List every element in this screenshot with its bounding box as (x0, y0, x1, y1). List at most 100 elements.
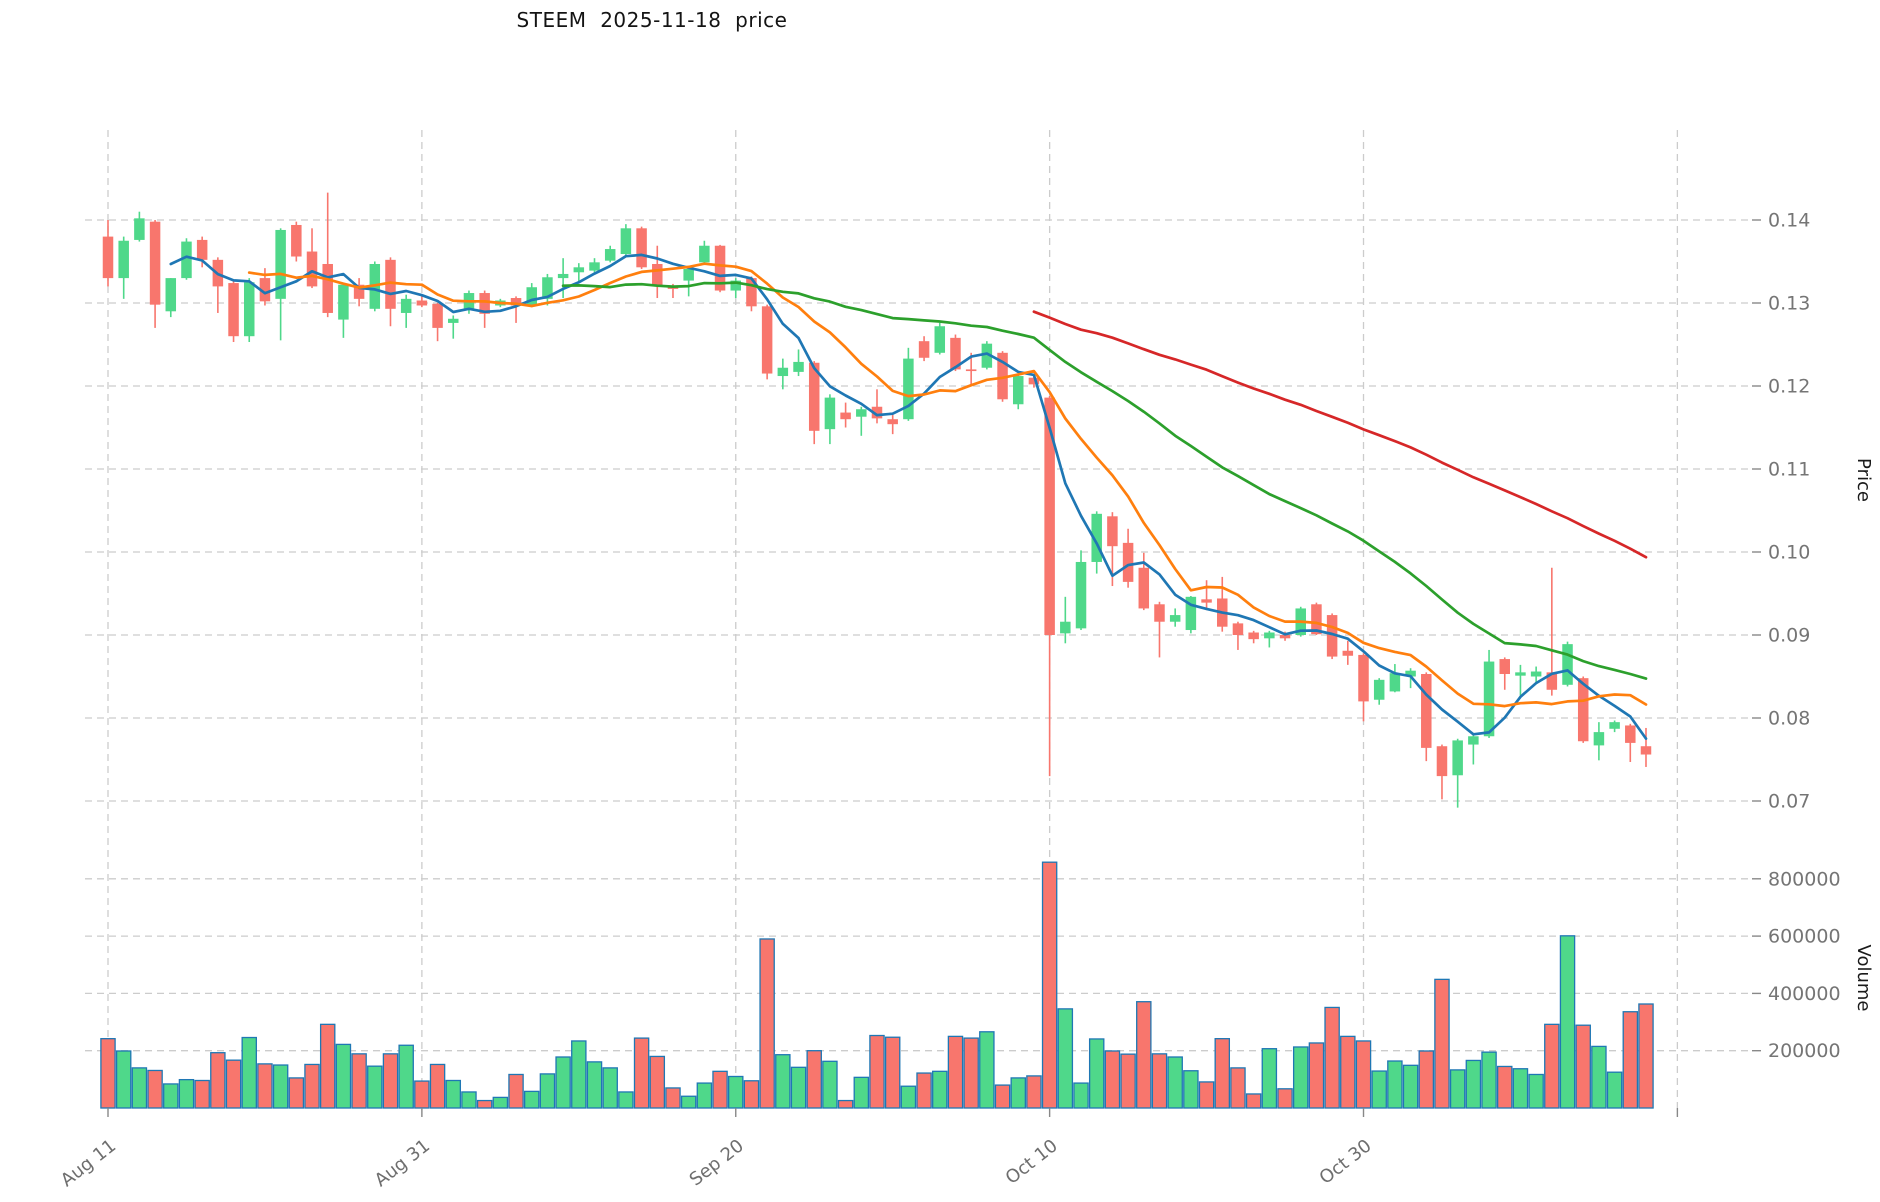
candle-body (479, 293, 490, 314)
volume-bar (1402, 1064, 1419, 1109)
candle-body (243, 282, 255, 337)
candle-body (1625, 725, 1636, 743)
candle-body (824, 397, 836, 430)
volume-bar (775, 1054, 791, 1109)
candle-body (887, 419, 898, 425)
candle-body (1577, 678, 1589, 742)
volume-bar (586, 1061, 603, 1109)
candle-body (683, 268, 694, 281)
volume-bar (1136, 1001, 1152, 1109)
candle-body (1373, 679, 1385, 700)
candle-body (730, 280, 742, 291)
candle-body (903, 358, 914, 420)
volume-bar (680, 1095, 697, 1109)
volume-bar (351, 1053, 367, 1109)
volume-bar (1324, 1006, 1340, 1109)
moving-average-lines (169, 253, 1648, 740)
volume-bar (539, 1073, 556, 1109)
candle-body (1107, 516, 1118, 547)
volume-bar (319, 1023, 336, 1109)
volume-axis-label: Volume (1853, 945, 1874, 1012)
candle-body (934, 326, 946, 353)
candle-body (1436, 746, 1448, 777)
volume-bar (1355, 1040, 1372, 1109)
candle-body (856, 409, 867, 417)
candle-body (1421, 674, 1432, 748)
candle-body (1515, 672, 1526, 676)
candle-body (589, 262, 600, 271)
volume-bar (382, 1053, 399, 1109)
volume-bar (963, 1037, 979, 1109)
candle-body (557, 273, 569, 279)
volume-bar (1481, 1051, 1497, 1109)
candle-body (228, 283, 239, 337)
candle-body (400, 298, 412, 313)
candle-body (1138, 567, 1150, 609)
candle-body (1028, 377, 1040, 385)
price-tick-label: 0.14 (1768, 210, 1810, 232)
volume-bar (1308, 1042, 1325, 1109)
candle-body (1012, 376, 1024, 405)
volume-bar (1261, 1048, 1278, 1109)
volume-bar (1292, 1046, 1309, 1109)
candle-body (1389, 673, 1401, 692)
candle-body (275, 229, 286, 299)
candle-body (322, 263, 333, 313)
volume-bar (1057, 1008, 1074, 1109)
candle-body (1201, 599, 1212, 603)
candle-body (1185, 596, 1197, 631)
volume-bar (115, 1050, 132, 1109)
candle-body (1530, 671, 1542, 677)
volume-bar (696, 1082, 713, 1109)
volume-bar (1528, 1073, 1544, 1109)
x-tick-label: Aug 31 (371, 1135, 434, 1191)
volume-bar (633, 1037, 650, 1109)
volume-bar (1512, 1068, 1529, 1109)
volume-bar (508, 1073, 524, 1109)
volume-bar (1606, 1071, 1623, 1109)
volume-bar (1387, 1060, 1403, 1109)
candle-body (1311, 604, 1322, 635)
x-tick-label: Oct 10 (1002, 1135, 1062, 1188)
candle-body (699, 245, 710, 263)
candle-body (416, 300, 428, 306)
candle-body (1640, 746, 1652, 755)
volume-bar (1371, 1070, 1387, 1109)
volume-bar (712, 1070, 728, 1109)
volume-bar (618, 1091, 634, 1109)
candle-body (1593, 732, 1605, 746)
candle-body (432, 303, 443, 328)
candle-body (714, 245, 726, 291)
volume-bar (1104, 1050, 1121, 1109)
volume-bar (1073, 1082, 1089, 1109)
x-tick-label: Aug 11 (57, 1135, 120, 1191)
candle-body (448, 318, 459, 323)
candle-body (1154, 604, 1165, 622)
candle-body (306, 251, 318, 287)
candle-body (1122, 542, 1134, 582)
candle-body (1075, 561, 1087, 629)
price-tick-label: 0.13 (1768, 293, 1810, 315)
chart-title: STEEM 2025-11-18 price (516, 8, 788, 32)
candle-body (134, 218, 145, 240)
volume-bar (257, 1063, 273, 1109)
candle-body (149, 221, 161, 305)
candle-body (196, 239, 208, 260)
volume-bar (1465, 1059, 1482, 1109)
candle-body (1060, 621, 1071, 634)
volume-bar (304, 1063, 320, 1109)
volume-bar (932, 1070, 948, 1109)
candle-body (118, 240, 129, 279)
volume-bar (1591, 1045, 1607, 1109)
x-tick-label: Oct 30 (1316, 1135, 1376, 1188)
volume-bar (131, 1067, 148, 1109)
candle-body (746, 278, 757, 307)
volume-bar (665, 1087, 681, 1109)
candle-body (636, 228, 647, 268)
ma-line-ma5 (169, 253, 1648, 740)
candle-body (1358, 654, 1369, 702)
candlesticks (102, 192, 1652, 808)
volume-bar (398, 1044, 414, 1109)
volume-bar (900, 1085, 917, 1109)
candle-body (1483, 661, 1495, 737)
